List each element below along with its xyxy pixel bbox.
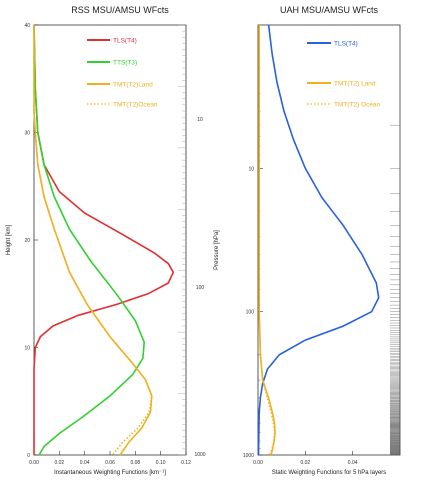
right-tick-label: 100 [196,285,205,291]
series-line [258,25,276,456]
y-tick-label: 10 [24,346,30,352]
x-tick-label: 0.02 [300,460,310,466]
x-tick-label: 0.02 [54,460,64,466]
y-tick-label: 40 [24,23,30,29]
legend-label: TLS(T4) [113,38,137,45]
left-y-axis-label: Height [km] [6,224,12,255]
x-tick-label: 0.08 [130,460,140,466]
left-pressure-ruler [178,24,186,456]
series-line [33,24,175,455]
left-x-axis-label: Instantaneous Weighting Functions [km⁻¹] [54,470,166,476]
legend-label: TLS(T4) [334,41,358,48]
left-plot-frame [33,24,187,456]
left-right-axis-label: Pressure [hPa] [214,230,220,270]
x-tick-label: 0.00 [29,460,39,466]
legend-label: TMT(T2)Ocean [113,102,158,109]
legend-label: TTS(T3) [113,60,137,67]
y-tick-label: 20 [24,238,30,244]
x-tick-label: 0.00 [253,460,263,466]
x-tick-label: 0.04 [80,460,90,466]
legend-label: TMT(T2) Ocean [334,102,381,109]
right-chart-title: UAH MSU/AMSU WFcts [280,5,378,15]
series-line [257,24,380,456]
right-tick-label: 1000 [194,452,205,458]
y-tick-label: 0 [27,453,30,459]
x-tick-label: 0.06 [105,460,115,466]
legend-label: TMT(T2) Land [334,81,376,88]
left-chart-title: RSS MSU/AMSU WFcts [71,5,169,15]
right-layer-ruler [390,125,400,456]
right-plot-frame [257,24,401,456]
x-tick-label: 0.12 [181,460,191,466]
legend-label: TMT(T2)Land [113,82,153,89]
y-tick-label: 100 [246,310,255,316]
series-line [33,25,153,456]
x-tick-label: 0.04 [348,460,358,466]
y-tick-label: 10 [248,166,254,172]
right-tick-label: 10 [197,117,203,123]
y-tick-label: 1000 [243,453,254,459]
x-tick-label: 0.10 [156,460,166,466]
series-line [33,25,153,456]
y-tick-label: 30 [24,131,30,137]
series-line [33,24,146,456]
right-x-axis-label: Static Weighting Functions for 5 hPa lay… [272,470,387,476]
